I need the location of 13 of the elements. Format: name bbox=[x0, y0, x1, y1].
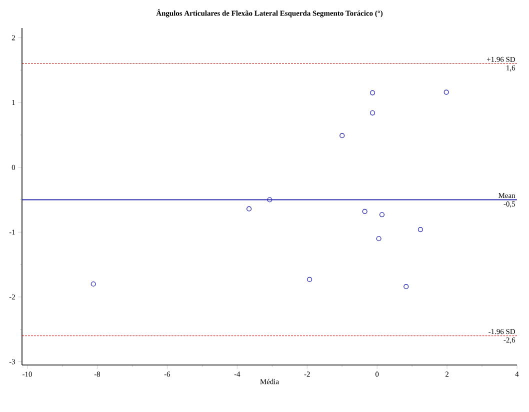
point bbox=[418, 227, 423, 232]
point bbox=[370, 110, 376, 116]
point bbox=[307, 276, 312, 282]
point bbox=[267, 197, 272, 202]
point bbox=[404, 284, 409, 290]
point bbox=[362, 208, 368, 214]
point bbox=[370, 90, 376, 96]
point bbox=[444, 90, 449, 95]
point bbox=[90, 281, 96, 287]
point bbox=[340, 133, 345, 138]
point bbox=[376, 236, 382, 242]
point bbox=[246, 206, 252, 212]
point bbox=[379, 212, 385, 218]
